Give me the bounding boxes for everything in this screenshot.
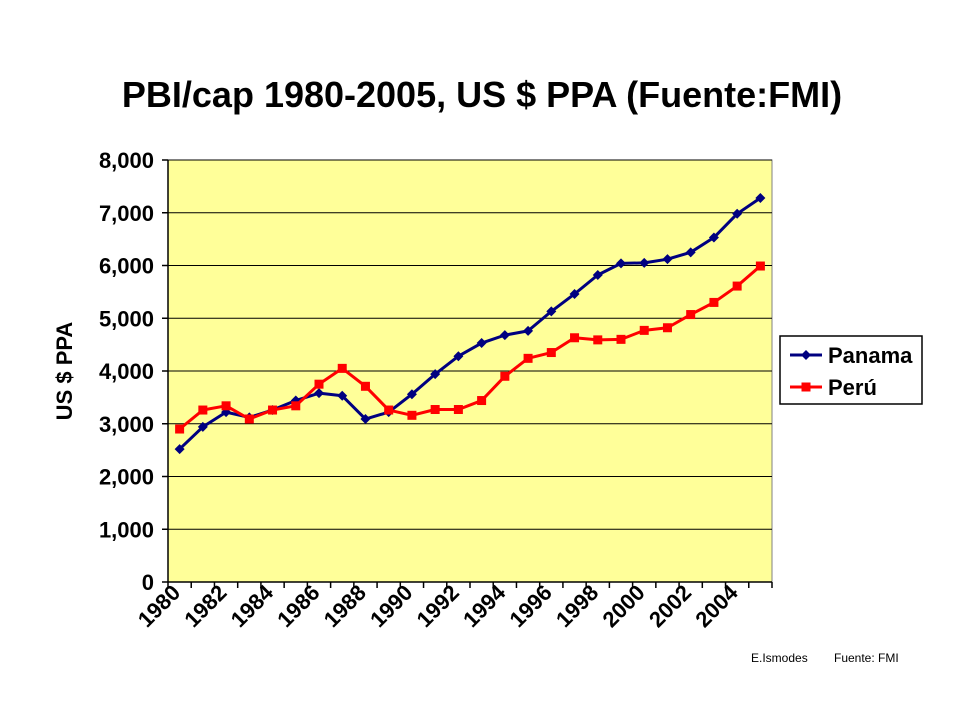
data-point: [686, 310, 696, 320]
data-point: [453, 405, 463, 415]
x-tick-label: 1984: [226, 579, 279, 632]
data-point: [569, 288, 580, 299]
data-point: [500, 371, 510, 381]
data-point: [360, 414, 371, 425]
y-tick-label: 2,000: [99, 465, 154, 490]
data-point: [291, 401, 301, 411]
y-tick-label: 6,000: [99, 254, 154, 279]
data-point: [732, 281, 742, 291]
data-point: [499, 330, 510, 341]
data-point: [685, 247, 696, 258]
data-point: [662, 323, 672, 333]
x-tick-label: 1980: [133, 580, 185, 632]
x-tick-label: 2002: [644, 580, 696, 632]
data-point: [755, 192, 766, 203]
data-point: [639, 257, 650, 268]
data-point: [384, 405, 394, 415]
data-point: [221, 401, 231, 411]
data-point: [732, 208, 743, 219]
data-point: [546, 348, 556, 358]
series-layer: [174, 192, 766, 455]
y-tick-labels: 0 1,000 2,000 3,000 4,000 5,000 6,000 7,000 8,00…: [99, 148, 154, 595]
data-point: [546, 306, 557, 317]
data-point: [198, 405, 208, 415]
data-point: [755, 261, 765, 271]
data-point: [175, 424, 185, 434]
data-point: [337, 390, 348, 401]
x-tick-label: 1986: [272, 580, 324, 632]
x-tick-labels: 1980198219841986198819901992199419961998…: [133, 579, 743, 632]
legend-box: [779, 335, 923, 405]
series-peru: [175, 261, 765, 434]
data-point: [197, 421, 208, 432]
x-tick-label: 1982: [179, 580, 231, 632]
data-point: [360, 381, 370, 391]
data-point: [616, 334, 626, 344]
footer-author: E.Ismodes: [751, 651, 808, 665]
y-tick-label: 3,000: [99, 412, 154, 437]
data-point: [639, 325, 649, 335]
legend-label: Panama: [828, 343, 913, 368]
data-point: [268, 405, 278, 415]
data-point: [476, 338, 487, 349]
data-point: [709, 297, 719, 307]
legend-marker: [801, 382, 811, 392]
data-point: [430, 405, 440, 415]
x-tick-label: 2000: [597, 580, 649, 632]
data-point: [453, 351, 464, 362]
x-tick-label: 1990: [365, 580, 417, 632]
chart-title: PBI/cap 1980-2005, US $ PPA (Fuente:FMI): [122, 74, 842, 115]
data-point: [708, 232, 719, 243]
x-tick-label: 2004: [690, 579, 743, 632]
data-point: [406, 389, 417, 400]
data-point: [477, 396, 487, 406]
data-point: [337, 363, 347, 373]
x-tick-label: 1996: [505, 580, 557, 632]
legend-label: Perú: [828, 375, 877, 400]
y-tick-label: 5,000: [99, 306, 154, 331]
y-tick-label: 8,000: [99, 148, 154, 173]
y-tick-label: 0: [142, 570, 154, 595]
data-point: [430, 369, 441, 380]
data-point: [662, 254, 673, 265]
x-tick-label: 1988: [319, 580, 371, 632]
data-point: [523, 325, 534, 336]
data-point: [174, 444, 185, 455]
axes: [162, 159, 773, 588]
x-tick-label: 1994: [458, 579, 511, 632]
legend: Panama Perú: [779, 335, 923, 405]
footer-source: Fuente: FMI: [834, 651, 899, 665]
x-tick-label: 1992: [412, 580, 464, 632]
y-tick-label: 7,000: [99, 201, 154, 226]
y-tick-label: 1,000: [99, 517, 154, 542]
data-point: [407, 410, 417, 420]
data-point: [570, 333, 580, 343]
legend-marker: [801, 350, 811, 360]
gridlines: [168, 159, 772, 530]
data-point: [616, 258, 626, 269]
x-tick-label: 1998: [551, 580, 603, 632]
data-point: [314, 388, 324, 399]
y-tick-label: 4,000: [99, 359, 154, 384]
data-point: [593, 335, 603, 345]
data-point: [314, 379, 324, 389]
data-point: [244, 414, 254, 424]
y-axis-label: US $ PPA: [52, 322, 77, 421]
data-point: [592, 269, 603, 280]
data-point: [523, 353, 533, 363]
